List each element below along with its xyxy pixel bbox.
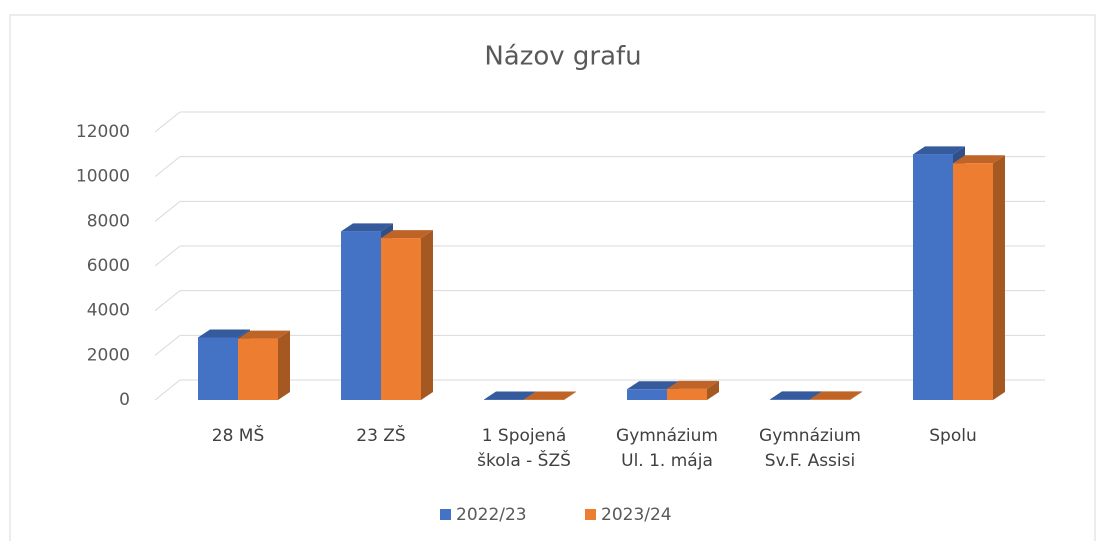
- bar: [810, 399, 850, 400]
- bar-top: [198, 329, 250, 338]
- bar-top: [953, 155, 1005, 164]
- bar-top: [238, 330, 290, 339]
- bar-side: [707, 380, 719, 400]
- chart-frame: [9, 14, 1096, 541]
- x-tick-label: Gymnázium Ul. 1. mája: [616, 426, 718, 471]
- grid-line: [154, 334, 181, 356]
- grid-line: [154, 111, 181, 133]
- y-tick-label: 0: [119, 390, 130, 410]
- bar: [341, 231, 381, 400]
- y-tick-label: 12000: [76, 122, 130, 142]
- grid-line: [154, 156, 181, 178]
- bar-side: [993, 155, 1005, 400]
- bar-top: [484, 391, 536, 400]
- x-tick-label: 23 ZŠ: [356, 426, 406, 446]
- x-tick-label: Spolu: [929, 426, 977, 446]
- grid-line: [154, 200, 181, 222]
- x-tick-label: Gymnázium Sv.F. Assisi: [759, 426, 861, 471]
- bar-side: [278, 330, 290, 400]
- y-tick-label: 10000: [76, 167, 130, 187]
- bar-top: [627, 381, 679, 390]
- bar: [198, 337, 238, 400]
- bar-side: [850, 391, 862, 400]
- bar-top: [524, 391, 576, 400]
- bar-top: [341, 223, 393, 232]
- bar-side: [421, 230, 433, 400]
- bar-top: [770, 391, 822, 400]
- bar: [381, 238, 421, 400]
- bar: [913, 154, 953, 400]
- grid-line: [154, 379, 181, 401]
- legend-swatch: [585, 509, 596, 520]
- bar: [627, 389, 667, 400]
- bar: [667, 388, 707, 400]
- bar-top: [381, 230, 433, 239]
- legend-swatch: [440, 509, 451, 520]
- y-tick-label: 6000: [87, 256, 130, 276]
- chart-title: Názov grafu: [484, 42, 641, 72]
- x-tick-label: 28 MŠ: [211, 426, 265, 446]
- bar: [953, 163, 993, 400]
- grid-line: [154, 245, 181, 267]
- y-tick-label: 4000: [87, 301, 130, 321]
- bar-top: [667, 380, 719, 389]
- grid-line: [154, 290, 181, 312]
- y-tick-label: 8000: [87, 211, 130, 231]
- bar: [770, 399, 810, 400]
- bar-top: [913, 146, 965, 155]
- bar-top: [810, 391, 862, 400]
- x-tick-label: 1 Spojená škola - ŠZŠ: [477, 426, 571, 471]
- y-tick-label: 2000: [87, 345, 130, 365]
- bar: [238, 338, 278, 400]
- legend-label: 2023/24: [601, 505, 672, 525]
- bar-side: [564, 391, 576, 400]
- legend-label: 2022/23: [456, 505, 527, 525]
